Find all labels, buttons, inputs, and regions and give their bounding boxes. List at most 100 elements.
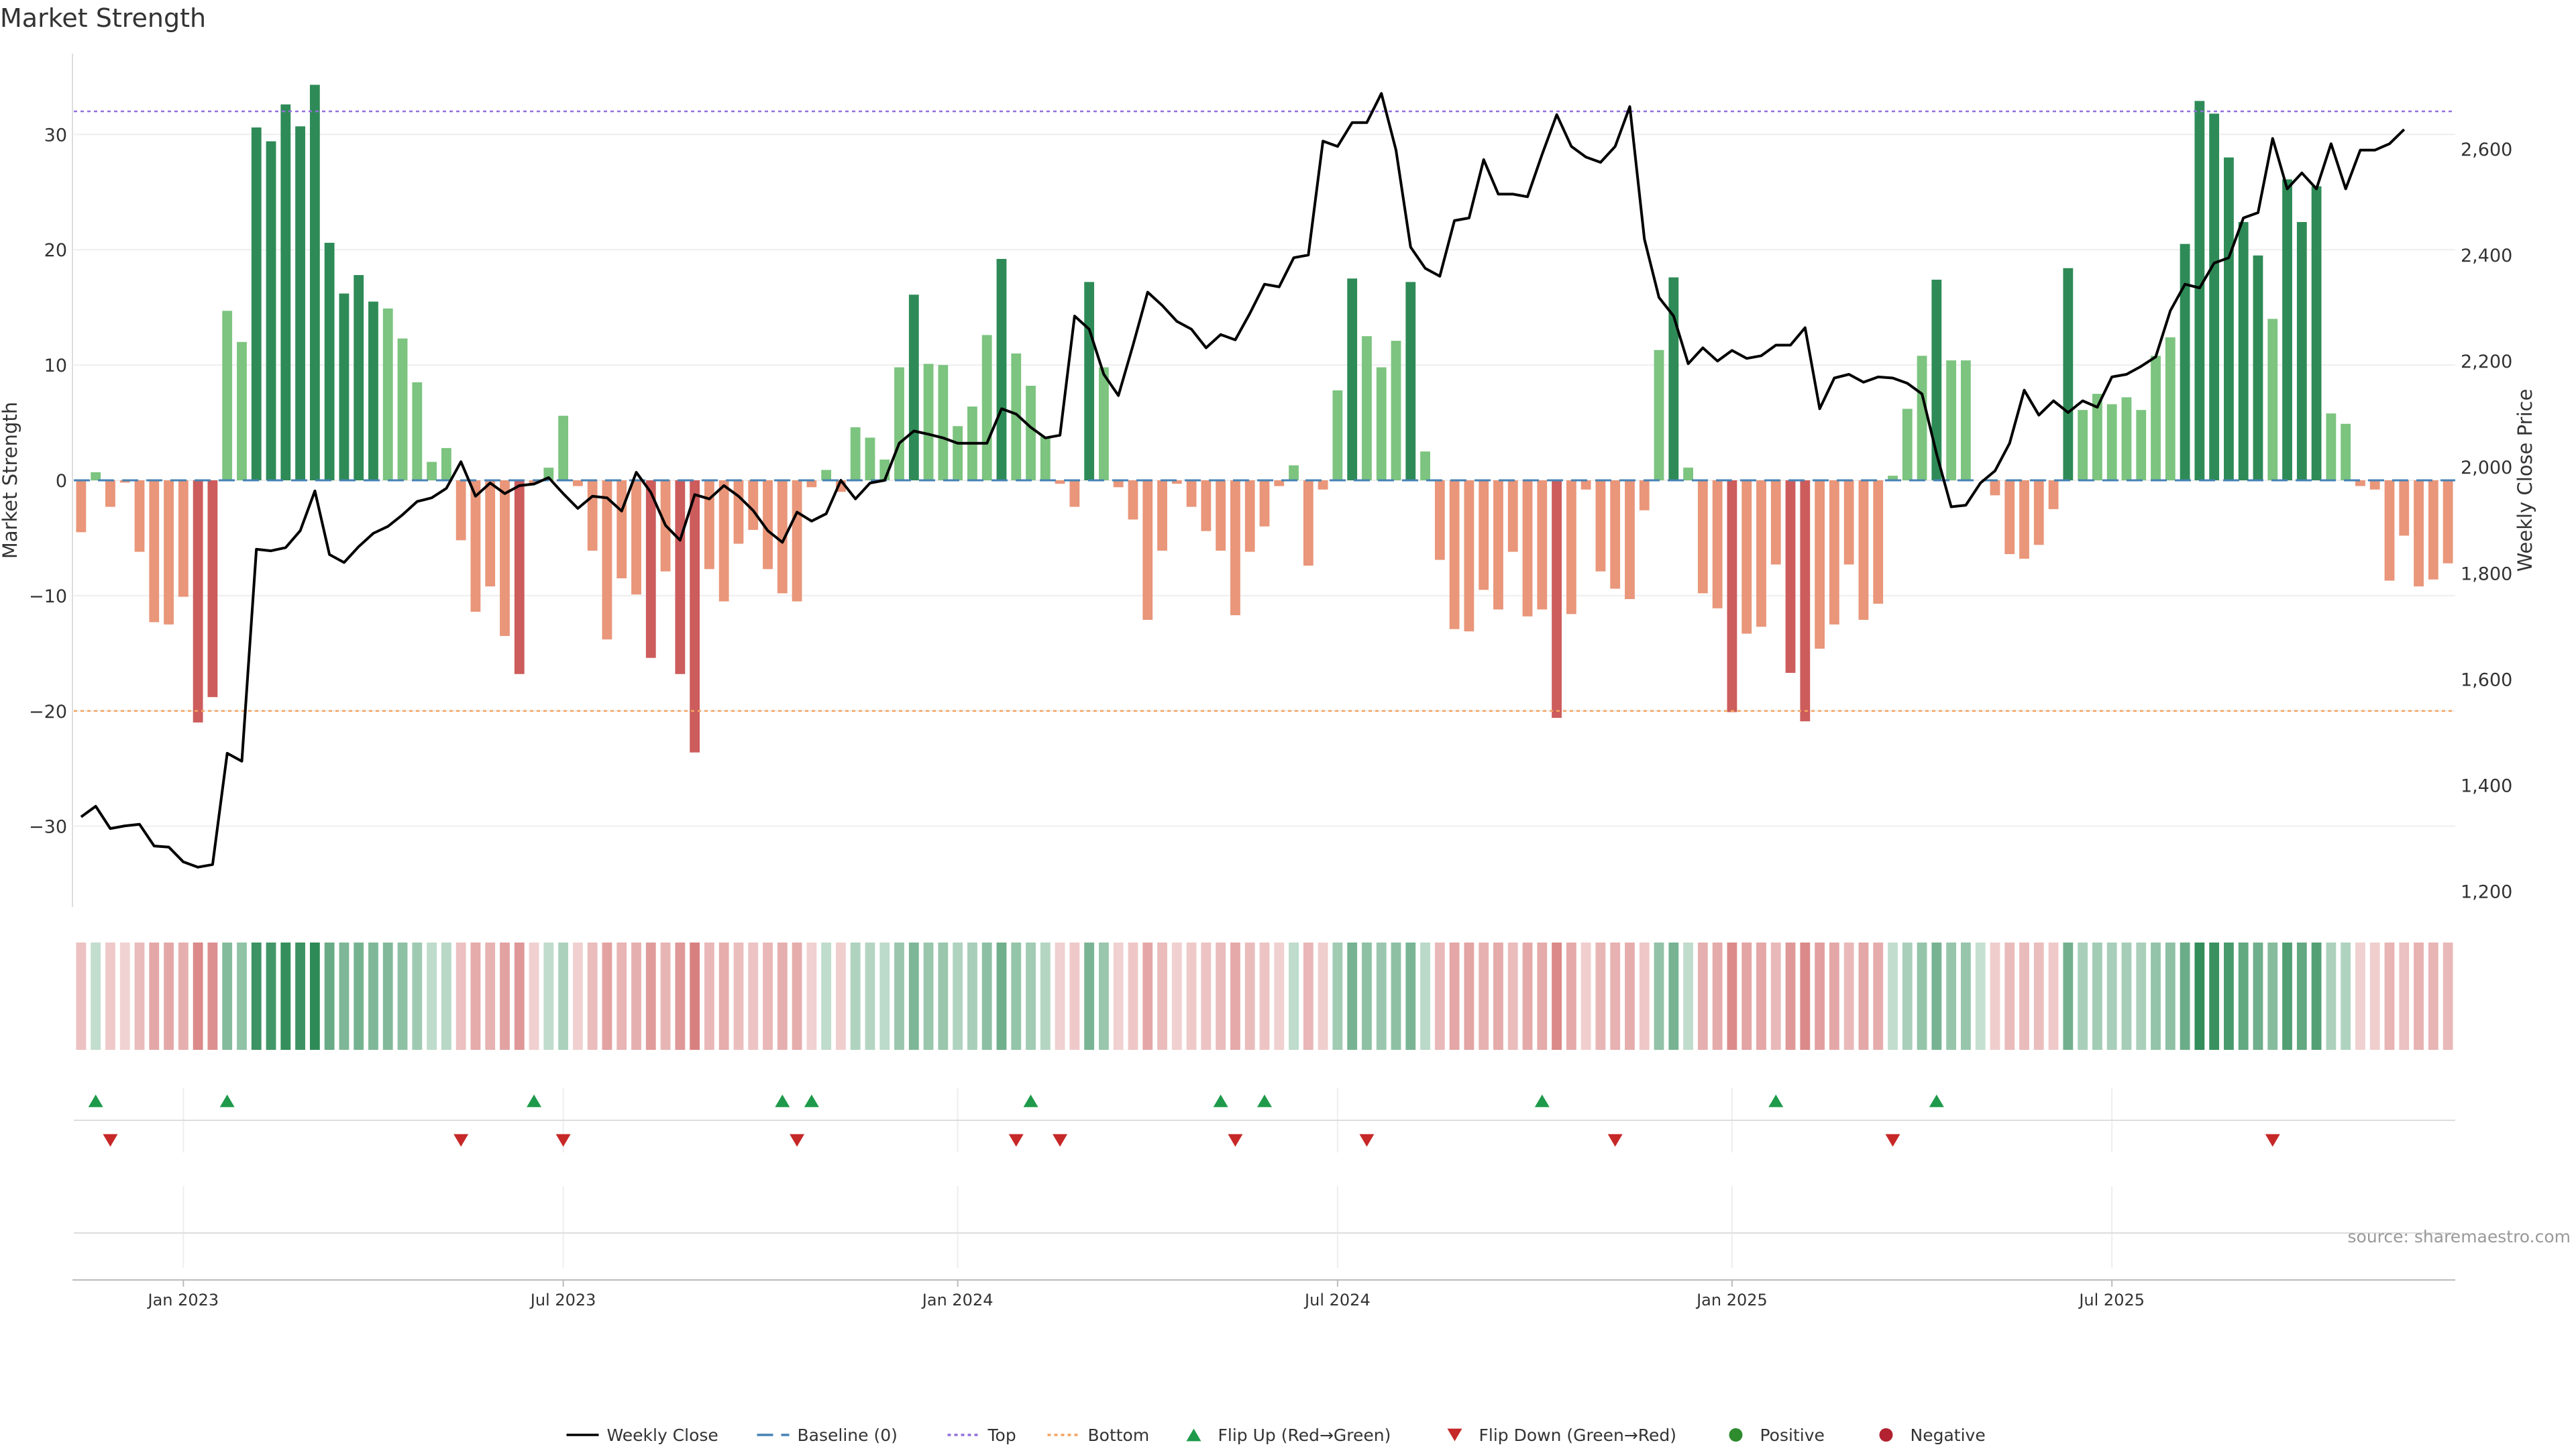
strength-strip-cell (690, 943, 700, 1050)
flip-up-marker (1929, 1094, 1944, 1108)
strength-strip-cell (2048, 943, 2059, 1050)
strength-strip-cell (1654, 943, 1664, 1050)
strength-strip-cell (2253, 943, 2263, 1050)
strength-strip-cell (967, 943, 977, 1050)
strength-strip-cell (2311, 943, 2322, 1050)
strength-bar (1610, 480, 1621, 589)
strength-bar (2341, 423, 2351, 480)
strength-strip-cell (2106, 943, 2117, 1050)
strength-strip-cell (251, 943, 262, 1050)
strength-bar (2121, 397, 2132, 480)
strength-bar (1902, 409, 1913, 480)
strength-bar (1376, 367, 1387, 480)
strength-strip-cell (704, 943, 714, 1050)
strength-bar (1990, 480, 2000, 496)
strength-bar (1552, 480, 1562, 718)
strength-strip-cell (923, 943, 934, 1050)
strength-strip-cell (1479, 943, 1489, 1050)
strength-strip-cell (1274, 943, 1285, 1050)
right-tick-label: 1,800 (2461, 564, 2512, 584)
strength-bar (1464, 480, 1474, 632)
strength-bar (1084, 282, 1095, 480)
strength-strip-cell (193, 943, 203, 1050)
strength-bar (2253, 255, 2263, 480)
strength-strip-cell (1186, 943, 1197, 1050)
strength-bar (1770, 480, 1781, 565)
strength-bar (1785, 480, 1796, 674)
legend-dot-icon (1879, 1428, 1893, 1442)
strength-strip-cell (572, 943, 583, 1050)
strength-bar (1055, 480, 1065, 484)
strength-bar (1405, 282, 1416, 480)
strength-bar (1274, 480, 1285, 486)
strength-strip-cell (1216, 943, 1226, 1050)
strength-bar (1741, 480, 1752, 634)
strength-strip-cell (514, 943, 525, 1050)
strength-bar (2033, 480, 2044, 545)
strength-strip-cell (821, 943, 832, 1050)
legend-label: Flip Down (Green→Red) (1479, 1426, 1677, 1445)
strength-strip-cell (718, 943, 729, 1050)
strength-bar (2106, 404, 2117, 480)
strength-strip-cell (1843, 943, 1854, 1050)
strength-strip-cell (485, 943, 496, 1050)
strength-bar (821, 470, 832, 480)
right-tick-label: 1,200 (2461, 881, 2512, 902)
weekly-close-line (80, 92, 2406, 869)
strength-bar (76, 480, 87, 533)
flip-down-marker (1607, 1134, 1623, 1147)
strength-bar (777, 480, 788, 594)
strength-bar (1230, 480, 1240, 616)
strength-strip-cell (324, 943, 335, 1050)
strength-strip-cell (1420, 943, 1430, 1050)
strength-bar (2296, 221, 2307, 480)
x-tick-label: Jul 2025 (2078, 1291, 2145, 1309)
strength-strip-cell (354, 943, 364, 1050)
strength-strip-cell (1697, 943, 1708, 1050)
strength-bar (149, 480, 160, 623)
legend-flip-down-icon (1447, 1428, 1462, 1442)
strength-bar (2355, 480, 2365, 486)
strength-strip-cell (427, 943, 437, 1050)
strength-bar (222, 311, 233, 480)
strength-bar (675, 480, 686, 674)
strength-strip-cell (587, 943, 598, 1050)
strength-strip-cell (806, 943, 817, 1050)
strength-bar (1113, 480, 1124, 488)
strength-strip-cell (675, 943, 686, 1050)
strength-strip-cell (2428, 943, 2438, 1050)
strength-bar (1829, 480, 1839, 625)
strength-bar (441, 447, 451, 480)
dot-marker-panel (74, 1186, 2455, 1268)
strength-strip-cell (1639, 943, 1650, 1050)
strength-strip-cell (1668, 943, 1679, 1050)
right-tick-label: 1,400 (2461, 775, 2512, 796)
strength-bar (251, 127, 262, 480)
flip-down-marker (1228, 1134, 1243, 1147)
strength-strip-cell (1026, 943, 1036, 1050)
flip-down-marker (1008, 1134, 1024, 1147)
strength-bar (2282, 179, 2292, 480)
strength-bar (1259, 480, 1270, 527)
strength-strip-cell (1815, 943, 1825, 1050)
strength-strip-cell (1142, 943, 1153, 1050)
strength-bar (1639, 480, 1650, 511)
strength-bar (324, 242, 335, 480)
strength-bar (2063, 268, 2074, 480)
strength-strip-cell (2267, 943, 2278, 1050)
strength-strip-cell (908, 943, 919, 1050)
strength-strip-cell (2399, 943, 2410, 1050)
legend-label: Baseline (0) (798, 1426, 898, 1445)
strength-bar (1566, 480, 1576, 614)
strength-bar (529, 480, 539, 484)
strength-bar (1712, 480, 1723, 608)
strength-strip-cell (1347, 943, 1358, 1050)
strength-bar (1449, 480, 1460, 629)
strength-strip-cell (1625, 943, 1635, 1050)
strength-bar (1318, 480, 1328, 490)
strength-strip-cell (2194, 943, 2205, 1050)
strength-strip-cell (455, 943, 466, 1050)
strength-strip-cell (1259, 943, 1270, 1050)
strength-bar (938, 365, 949, 480)
